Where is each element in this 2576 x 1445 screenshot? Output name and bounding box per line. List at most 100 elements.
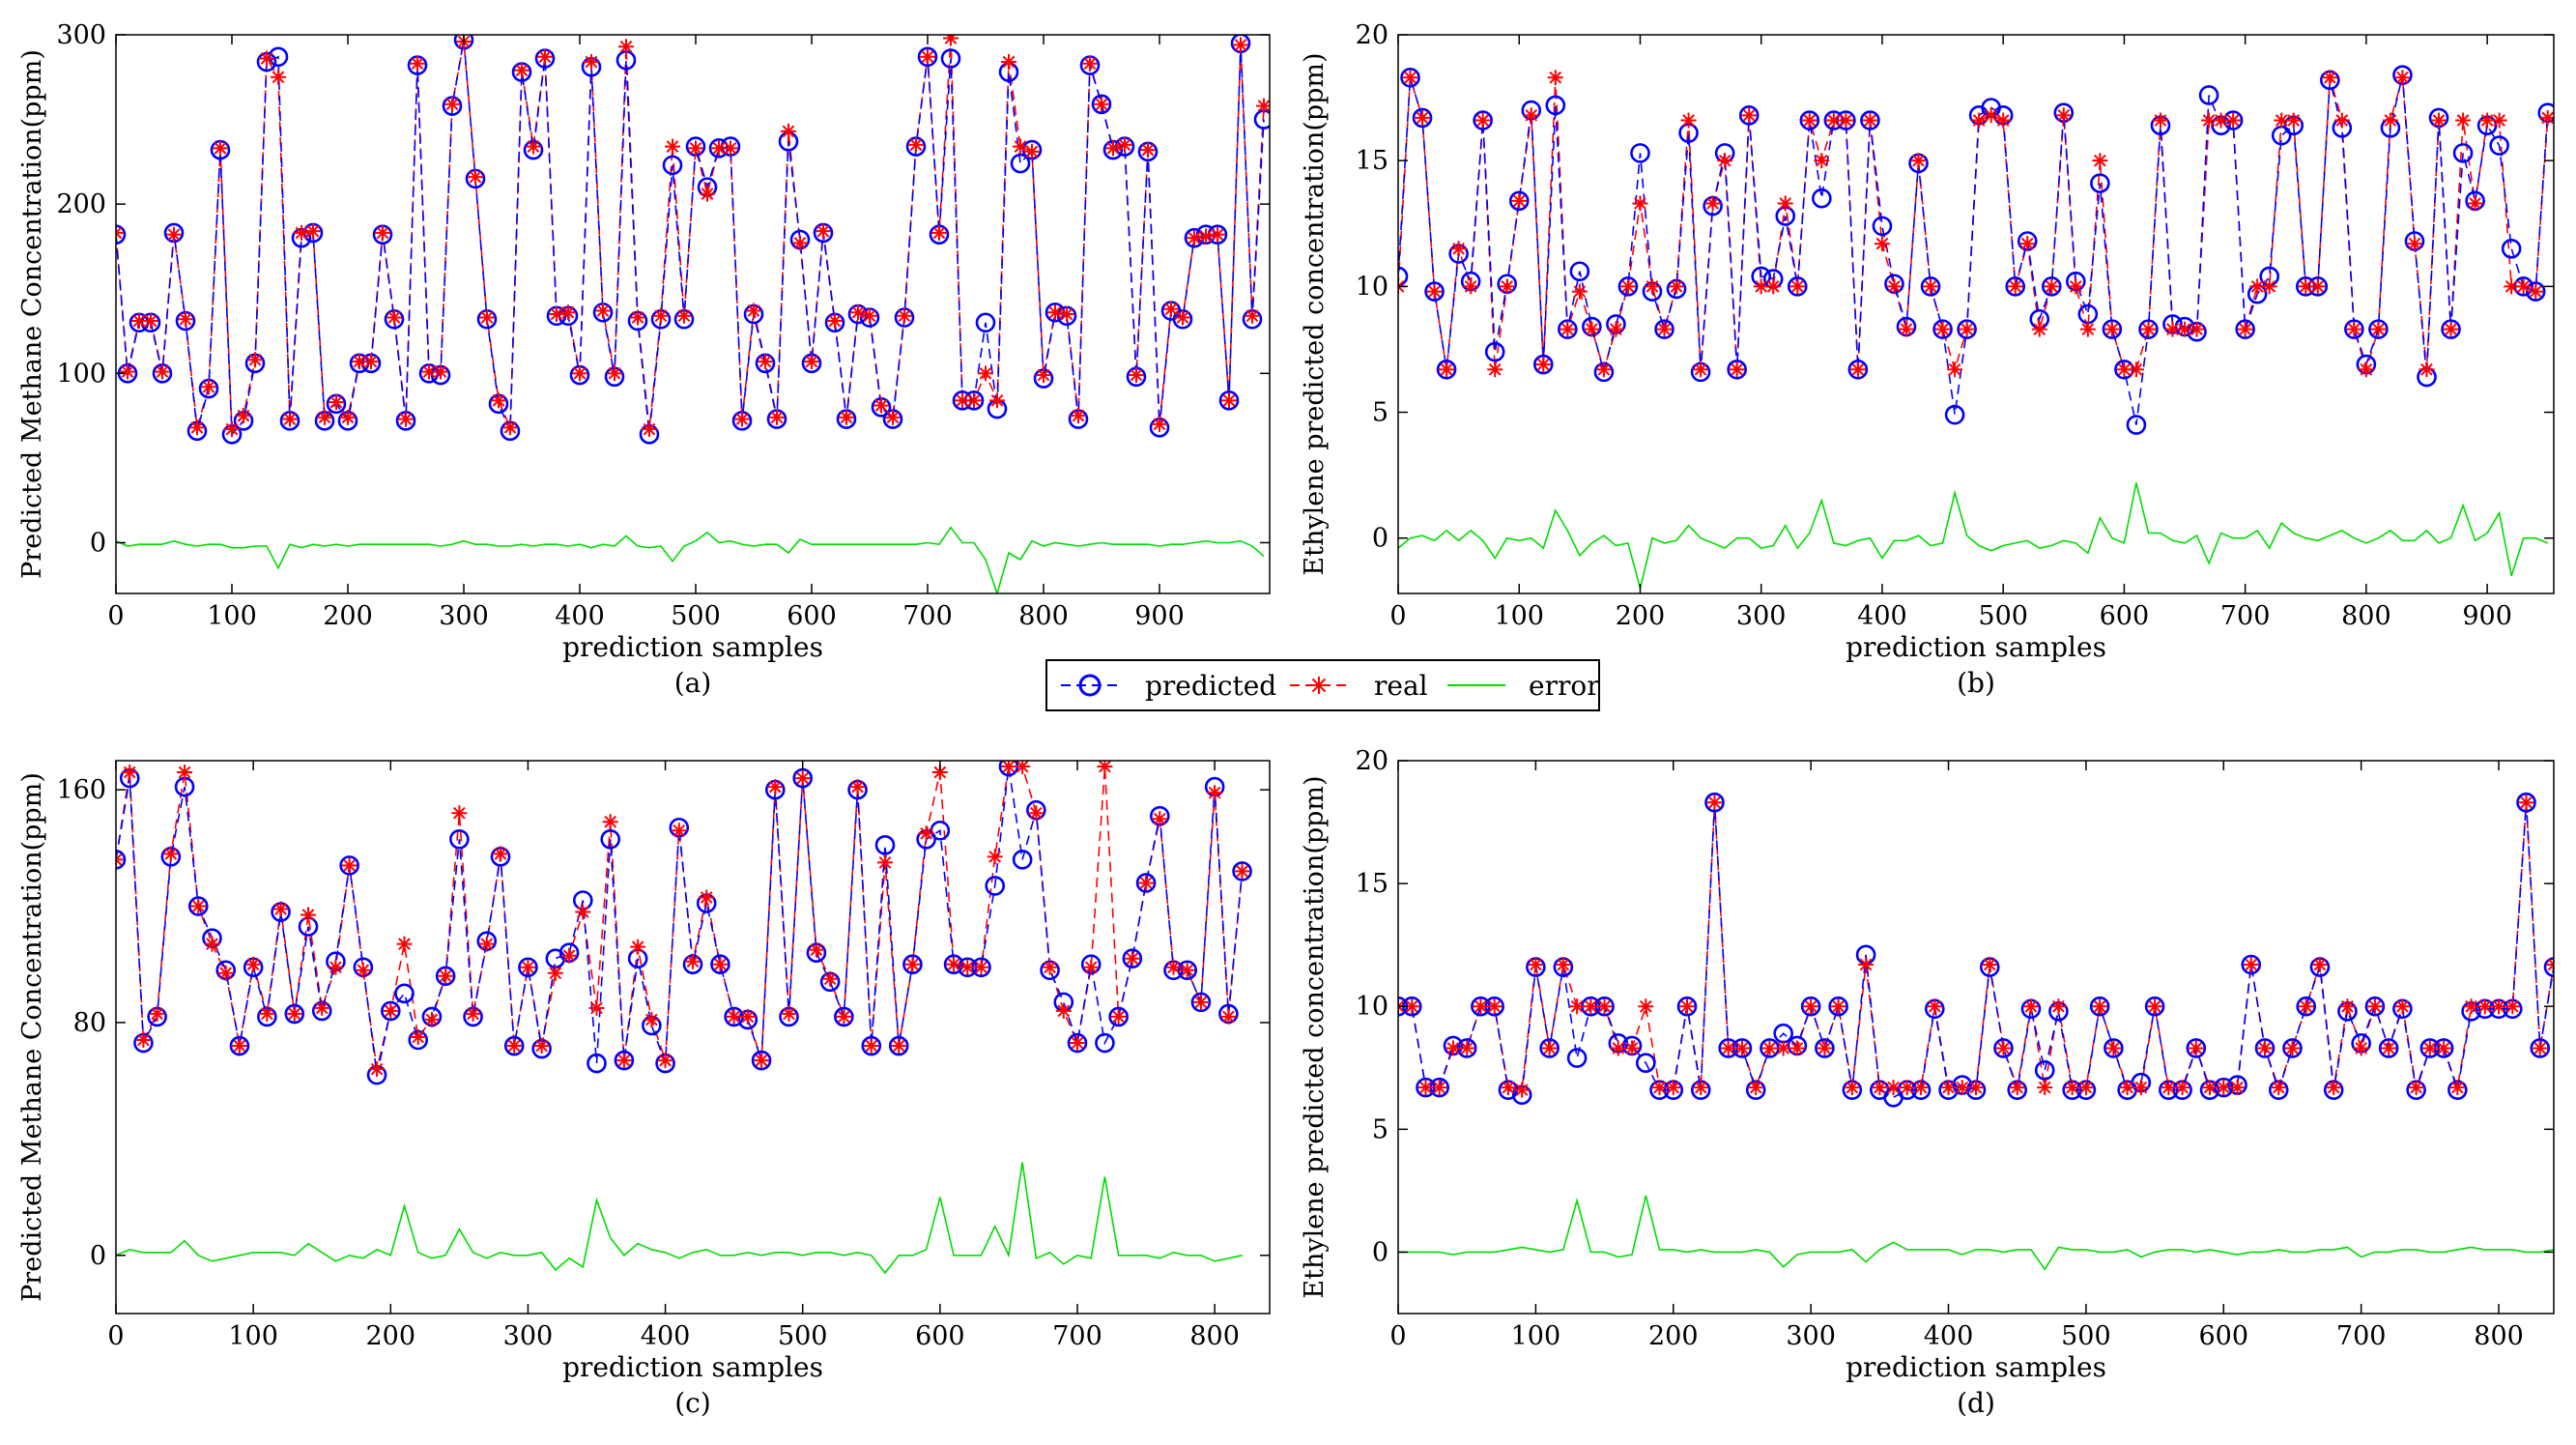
- real-marker: [520, 959, 536, 975]
- real-marker: [618, 39, 634, 55]
- real-marker: [959, 959, 976, 975]
- real-marker: [973, 959, 989, 975]
- real-marker: [259, 1005, 275, 1022]
- real-marker: [794, 770, 811, 787]
- predicted-marker: [1095, 1032, 1115, 1054]
- real-marker: [2339, 998, 2356, 1015]
- real-marker: [1679, 998, 1695, 1015]
- real-marker: [2216, 1080, 2232, 1096]
- real-marker: [2298, 998, 2314, 1015]
- predicted-marker: [284, 1003, 305, 1025]
- real-marker: [1940, 1080, 1957, 1096]
- y-tick-label: 15: [1356, 146, 1388, 176]
- real-marker: [1187, 230, 1202, 246]
- real-marker: [224, 421, 240, 438]
- real-marker: [1431, 1080, 1447, 1096]
- error-series-line: [1398, 1195, 2554, 1271]
- real-marker: [2346, 321, 2362, 337]
- real-marker: [1885, 1080, 1902, 1096]
- real-marker: [2119, 1080, 2135, 1096]
- predicted-marker: [339, 855, 359, 876]
- real-marker: [2311, 957, 2328, 973]
- real-marker: [920, 48, 935, 65]
- real-marker: [1596, 998, 1613, 1015]
- real-marker: [2455, 112, 2472, 129]
- circle-marker-icon: [1078, 674, 1102, 697]
- real-marker: [2064, 1080, 2080, 1096]
- y-tick-label: 160: [56, 775, 106, 805]
- real-marker: [1463, 278, 1479, 295]
- real-marker: [1927, 998, 1943, 1015]
- real-marker: [827, 313, 843, 330]
- real-marker: [2406, 236, 2422, 252]
- real-marker: [317, 409, 332, 425]
- x-tick-label: 500: [778, 1321, 828, 1351]
- real-marker: [630, 939, 646, 955]
- predicted-marker: [1654, 319, 1674, 339]
- legend-label-error: error: [1529, 670, 1600, 702]
- real-marker: [2079, 321, 2096, 337]
- real-marker: [891, 1038, 907, 1055]
- predicted-marker: [1944, 404, 1965, 425]
- real-marker: [177, 765, 193, 781]
- real-marker: [478, 936, 495, 952]
- real-marker: [314, 999, 330, 1016]
- predicted-marker: [861, 1035, 882, 1056]
- predicted-marker: [1424, 281, 1445, 302]
- real-marker: [584, 54, 599, 71]
- predicted-marker: [1232, 861, 1252, 881]
- real-marker: [1140, 142, 1156, 159]
- predicted-marker: [1412, 107, 1433, 129]
- real-marker: [329, 394, 344, 411]
- predicted-marker: [2543, 957, 2554, 977]
- predicted-marker: [2104, 1038, 2124, 1058]
- real-marker: [1858, 957, 1875, 973]
- real-marker: [2243, 957, 2259, 973]
- error-series-line: [1398, 482, 2549, 590]
- real-marker: [2189, 321, 2205, 337]
- real-marker: [712, 956, 729, 972]
- real-marker: [1059, 306, 1074, 322]
- real-marker: [1765, 278, 1782, 295]
- real-marker: [754, 1053, 770, 1069]
- real-marker: [438, 968, 454, 984]
- real-marker: [162, 846, 179, 862]
- predicted-marker: [1012, 850, 1033, 870]
- y-tick-label: 15: [1356, 869, 1388, 899]
- predicted-marker: [943, 954, 964, 975]
- predicted-marker: [2198, 85, 2219, 105]
- real-marker: [526, 138, 541, 155]
- real-marker: [885, 409, 901, 425]
- real-marker: [1729, 361, 1745, 378]
- real-marker: [1124, 950, 1140, 967]
- predicted-marker: [902, 954, 923, 975]
- real-marker: [1954, 1080, 1970, 1096]
- real-marker: [966, 392, 982, 409]
- real-marker: [657, 1053, 673, 1069]
- predicted-marker: [2089, 996, 2110, 1017]
- predicted-marker: [2090, 173, 2110, 193]
- x-tick-label: 600: [2100, 601, 2150, 631]
- real-marker: [671, 823, 687, 839]
- real-marker: [423, 1011, 440, 1027]
- real-marker: [676, 307, 692, 324]
- real-marker: [1748, 1080, 1764, 1096]
- x-tick-label: 800: [2474, 1321, 2524, 1351]
- real-marker: [2237, 321, 2253, 337]
- x-tick-label: 900: [2462, 601, 2512, 631]
- predicted-marker: [2235, 319, 2255, 339]
- real-marker: [1445, 1040, 1461, 1056]
- real-marker: [1982, 957, 1998, 973]
- real-marker: [1995, 112, 2012, 129]
- real-marker: [1474, 112, 1491, 129]
- predicted-marker: [2516, 792, 2536, 813]
- x-tick-label: 100: [1494, 601, 1544, 631]
- predicted-marker: [1508, 190, 1530, 212]
- panel-label: (c): [674, 1387, 711, 1419]
- real-marker: [189, 419, 205, 436]
- real-marker: [2050, 998, 2067, 1015]
- predicted-marker: [1566, 1048, 1588, 1068]
- predicted-marker: [751, 1050, 772, 1071]
- real-marker: [1402, 70, 1418, 86]
- predicted-marker: [116, 850, 127, 870]
